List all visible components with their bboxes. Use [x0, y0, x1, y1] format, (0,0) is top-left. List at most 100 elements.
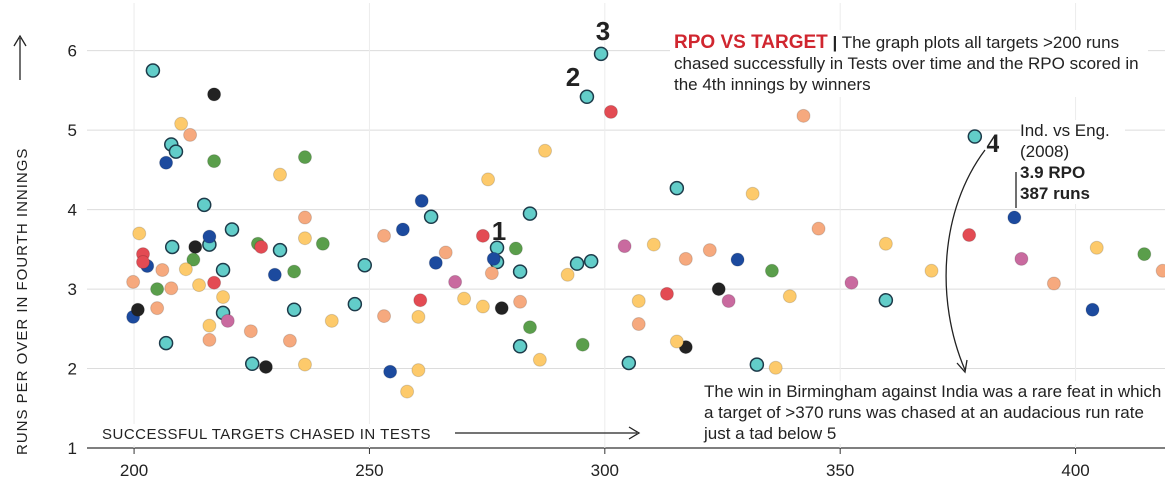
y-tick-label: 3	[68, 280, 77, 299]
point	[186, 252, 201, 267]
callout-arrow-head	[956, 359, 968, 374]
point	[297, 231, 312, 246]
point	[646, 237, 661, 252]
point	[782, 289, 797, 304]
point	[631, 317, 646, 332]
point	[196, 197, 212, 213]
point	[207, 154, 222, 169]
callout-arrow	[945, 149, 986, 371]
point	[178, 262, 193, 277]
point	[347, 296, 363, 312]
point	[183, 127, 198, 142]
point	[486, 251, 501, 266]
point	[678, 251, 693, 266]
point	[243, 324, 258, 339]
point	[844, 275, 859, 290]
point	[579, 89, 595, 105]
point	[297, 357, 312, 372]
point	[423, 209, 439, 225]
x-axis-label: SUCCESSFUL TARGETS CHASED IN TESTS	[98, 424, 436, 445]
point	[575, 337, 590, 352]
point	[669, 334, 684, 349]
point	[621, 355, 637, 371]
point	[811, 221, 826, 236]
point	[159, 155, 174, 170]
point	[538, 143, 553, 158]
point	[414, 193, 429, 208]
point	[764, 263, 779, 278]
point	[202, 318, 217, 333]
point	[411, 363, 426, 378]
point	[438, 245, 453, 260]
subtitle: The graph plots all targets >200 runs ch…	[674, 33, 1139, 94]
point	[569, 256, 585, 271]
point	[158, 335, 174, 351]
point	[512, 339, 528, 354]
point	[962, 228, 977, 243]
point	[254, 239, 269, 254]
point	[532, 352, 547, 367]
point	[1014, 251, 1029, 266]
point	[395, 222, 410, 237]
point	[560, 267, 575, 282]
point	[967, 129, 983, 144]
point	[411, 309, 426, 324]
point	[924, 263, 939, 278]
point	[484, 266, 499, 281]
point	[475, 228, 490, 243]
point	[216, 290, 231, 305]
annotation: 1	[492, 216, 506, 246]
callout: Ind. vs Eng. (2008) 3.9 RPO 387 runs	[1020, 120, 1125, 204]
point	[481, 172, 496, 187]
y-tick-label: 1	[68, 439, 77, 458]
annotation: 4	[987, 129, 1000, 158]
point	[1007, 210, 1022, 225]
point	[286, 302, 302, 317]
point	[1085, 302, 1100, 317]
point	[428, 255, 443, 270]
point	[413, 293, 428, 308]
point	[150, 301, 165, 316]
point	[603, 104, 618, 119]
y-arrow-head	[13, 34, 27, 47]
point	[287, 264, 302, 279]
x-tick-label: 250	[355, 461, 383, 480]
point	[168, 144, 184, 159]
x-tick-label: 200	[120, 461, 148, 480]
point	[494, 301, 509, 316]
point	[267, 267, 282, 282]
point	[155, 263, 170, 277]
point	[258, 359, 273, 374]
point	[513, 294, 528, 309]
point	[273, 167, 288, 182]
point	[130, 302, 145, 317]
point	[702, 243, 717, 258]
point	[164, 239, 180, 255]
y-axis-label: RUNS PER OVER IN FOURTH INNINGS	[14, 148, 31, 455]
point	[207, 275, 222, 290]
x-tick-label: 400	[1061, 461, 1089, 480]
point	[1137, 247, 1152, 262]
point	[282, 333, 297, 348]
point	[164, 281, 179, 296]
note: The win in Birmingham against India was …	[700, 381, 1165, 444]
point	[192, 278, 207, 293]
point	[522, 206, 538, 221]
point	[617, 239, 632, 254]
points	[126, 46, 1165, 399]
point	[136, 255, 151, 270]
point	[730, 252, 745, 267]
point	[377, 309, 392, 324]
point	[1046, 276, 1061, 291]
point	[796, 108, 811, 123]
point	[512, 264, 528, 279]
callout-line: (2008)	[1020, 142, 1070, 161]
title: RPO VS TARGET	[674, 32, 828, 53]
point	[878, 236, 893, 251]
point	[244, 356, 260, 372]
point	[377, 228, 392, 243]
y-tick-label: 6	[68, 42, 77, 61]
point	[878, 292, 894, 308]
point	[188, 239, 203, 254]
